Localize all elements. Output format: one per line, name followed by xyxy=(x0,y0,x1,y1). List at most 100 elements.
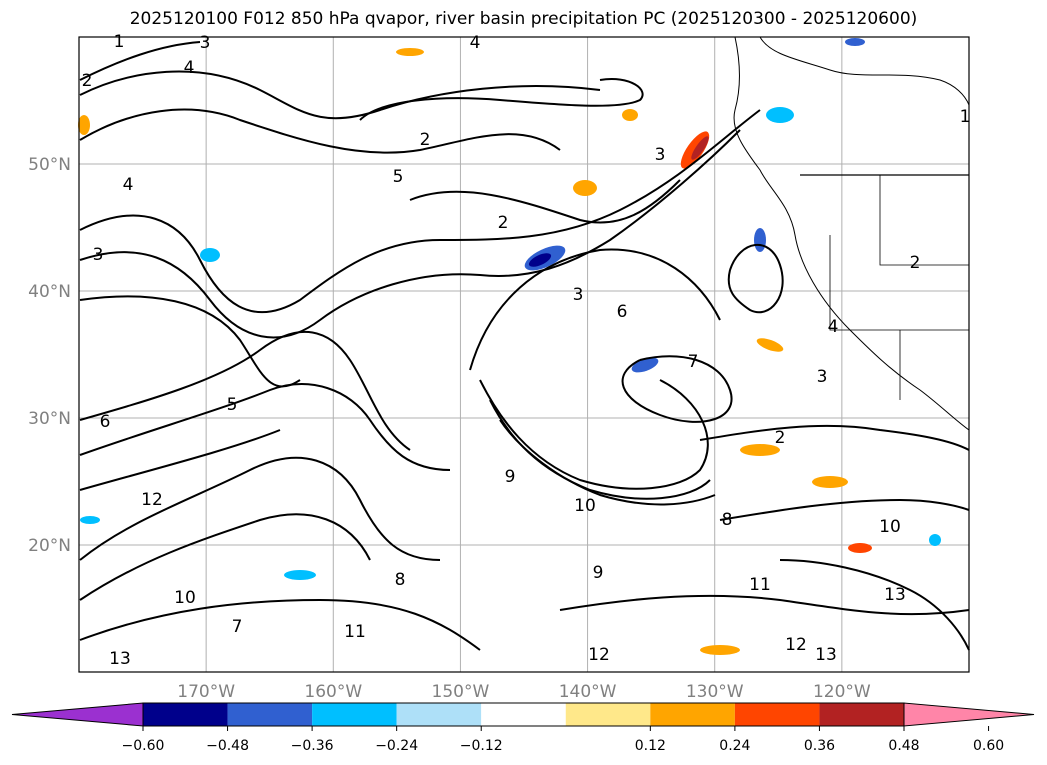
contour-label: 1 xyxy=(960,107,971,127)
fill-blob xyxy=(812,476,848,488)
fill-blob xyxy=(756,338,784,352)
colorbar-tick-label: 0.48 xyxy=(888,738,919,754)
contour-label: 10 xyxy=(574,496,596,516)
map-panel: 1122222333334444556677889910101011111212… xyxy=(78,32,971,673)
contour-label: 12 xyxy=(588,645,610,665)
fill-blob xyxy=(700,645,740,655)
precip-pc-fills xyxy=(78,38,941,655)
colorbar-tick-label: −0.12 xyxy=(460,738,503,754)
contour-label: 13 xyxy=(815,645,837,665)
colorbar-tick-label: 0.24 xyxy=(719,738,750,754)
contour-label: 8 xyxy=(722,510,733,530)
contour-label: 4 xyxy=(184,58,195,78)
colorbar-bins xyxy=(11,702,1035,727)
fill-blob xyxy=(929,534,941,546)
colorbar-extend-low xyxy=(11,702,144,727)
fill-blob xyxy=(848,543,872,553)
colorbar-tick-label: 0.12 xyxy=(635,738,666,754)
fill-blob xyxy=(573,180,597,196)
contour-label: 2 xyxy=(498,213,509,233)
lon-label: 170°W xyxy=(177,682,235,702)
contour-label: 13 xyxy=(884,585,906,605)
contour-label: 12 xyxy=(141,490,163,510)
contour-label: 2 xyxy=(910,253,921,273)
contour-label: 12 xyxy=(785,635,807,655)
contour-label: 10 xyxy=(174,588,196,608)
colorbar-tick-label: 0.60 xyxy=(973,738,1004,754)
lon-label: 160°W xyxy=(304,682,362,702)
contour-label: 13 xyxy=(109,649,131,669)
lon-label: 120°W xyxy=(813,682,871,702)
contour-label: 6 xyxy=(100,412,111,432)
map-background xyxy=(79,37,969,672)
colorbar-bin xyxy=(565,703,651,726)
colorbar: −0.60 −0.48 −0.36 −0.24 −0.12 0.12 0.24 0.36 0.4… xyxy=(11,702,1035,754)
map-frame xyxy=(78,36,970,673)
coastlines xyxy=(733,36,970,431)
colorbar-bin xyxy=(143,703,228,726)
gridlines xyxy=(79,37,969,672)
contour-label: 1 xyxy=(114,32,125,52)
fill-blob xyxy=(284,570,316,580)
fill-blob xyxy=(631,357,659,373)
colorbar-ticks: −0.60 −0.48 −0.36 −0.24 −0.12 0.12 0.24 0.36 0.4… xyxy=(122,726,1004,754)
colorbar-bin xyxy=(396,703,482,726)
qvapor-contours xyxy=(79,41,970,651)
contour-label: 7 xyxy=(688,352,699,372)
fill-blob xyxy=(396,48,424,56)
contour-label: 3 xyxy=(93,245,104,265)
fill-blob xyxy=(622,109,638,121)
contour-label: 3 xyxy=(817,367,828,387)
colorbar-bin xyxy=(227,703,313,726)
contour-label: 2 xyxy=(82,71,93,91)
lat-label: 20°N xyxy=(28,536,71,556)
colorbar-tick-label: −0.48 xyxy=(206,738,249,754)
fill-blob xyxy=(200,248,220,262)
contour-label: 7 xyxy=(232,617,243,637)
lat-label: 50°N xyxy=(28,155,71,175)
contour-label: 3 xyxy=(573,285,584,305)
fill-blob xyxy=(740,444,780,456)
fill-blob xyxy=(845,38,865,46)
fill-blob xyxy=(78,115,90,135)
contour-label: 3 xyxy=(655,145,666,165)
latitude-labels: 50°N 40°N 30°N 20°N xyxy=(28,155,71,556)
colorbar-tick-label: −0.60 xyxy=(122,738,165,754)
colorbar-tick-label: −0.36 xyxy=(291,738,334,754)
fill-blob xyxy=(528,253,552,267)
contour-label: 4 xyxy=(123,175,134,195)
lon-label: 150°W xyxy=(432,682,490,702)
colorbar-tick-label: 0.36 xyxy=(804,738,835,754)
lat-label: 40°N xyxy=(28,282,71,302)
colorbar-bin xyxy=(650,703,735,726)
colorbar-extend-high xyxy=(903,702,1035,727)
contour-label: 5 xyxy=(227,395,238,415)
colorbar-bin xyxy=(819,703,904,726)
contour-label: 4 xyxy=(828,317,839,337)
lon-label: 140°W xyxy=(559,682,617,702)
fill-blob xyxy=(80,516,100,524)
contour-label: 5 xyxy=(393,167,404,187)
contour-label: 8 xyxy=(395,570,406,590)
figure-title: 2025120100 F012 850 hPa qvapor, river ba… xyxy=(129,9,918,29)
colorbar-bin xyxy=(734,703,820,726)
colorbar-bin xyxy=(481,703,566,726)
colorbar-bin xyxy=(312,703,397,726)
longitude-labels: 170°W 160°W 150°W 140°W 130°W 120°W xyxy=(177,682,871,702)
contour-label: 4 xyxy=(470,33,481,53)
contour-label: 9 xyxy=(505,467,516,487)
fill-blob xyxy=(691,136,709,160)
contour-label: 2 xyxy=(775,428,786,448)
fill-blob xyxy=(754,228,766,252)
fill-blob xyxy=(766,107,794,123)
contour-label: 10 xyxy=(879,517,901,537)
colorbar-tick-label: −0.24 xyxy=(375,738,418,754)
contour-label: 6 xyxy=(617,302,628,322)
lat-label: 30°N xyxy=(28,409,71,429)
colorbar-outline xyxy=(142,702,905,727)
contour-label: 3 xyxy=(200,33,211,53)
contour-label: 11 xyxy=(749,575,771,595)
contour-labels: 1122222333334444556677889910101011111212… xyxy=(82,32,971,669)
contour-label: 2 xyxy=(420,130,431,150)
